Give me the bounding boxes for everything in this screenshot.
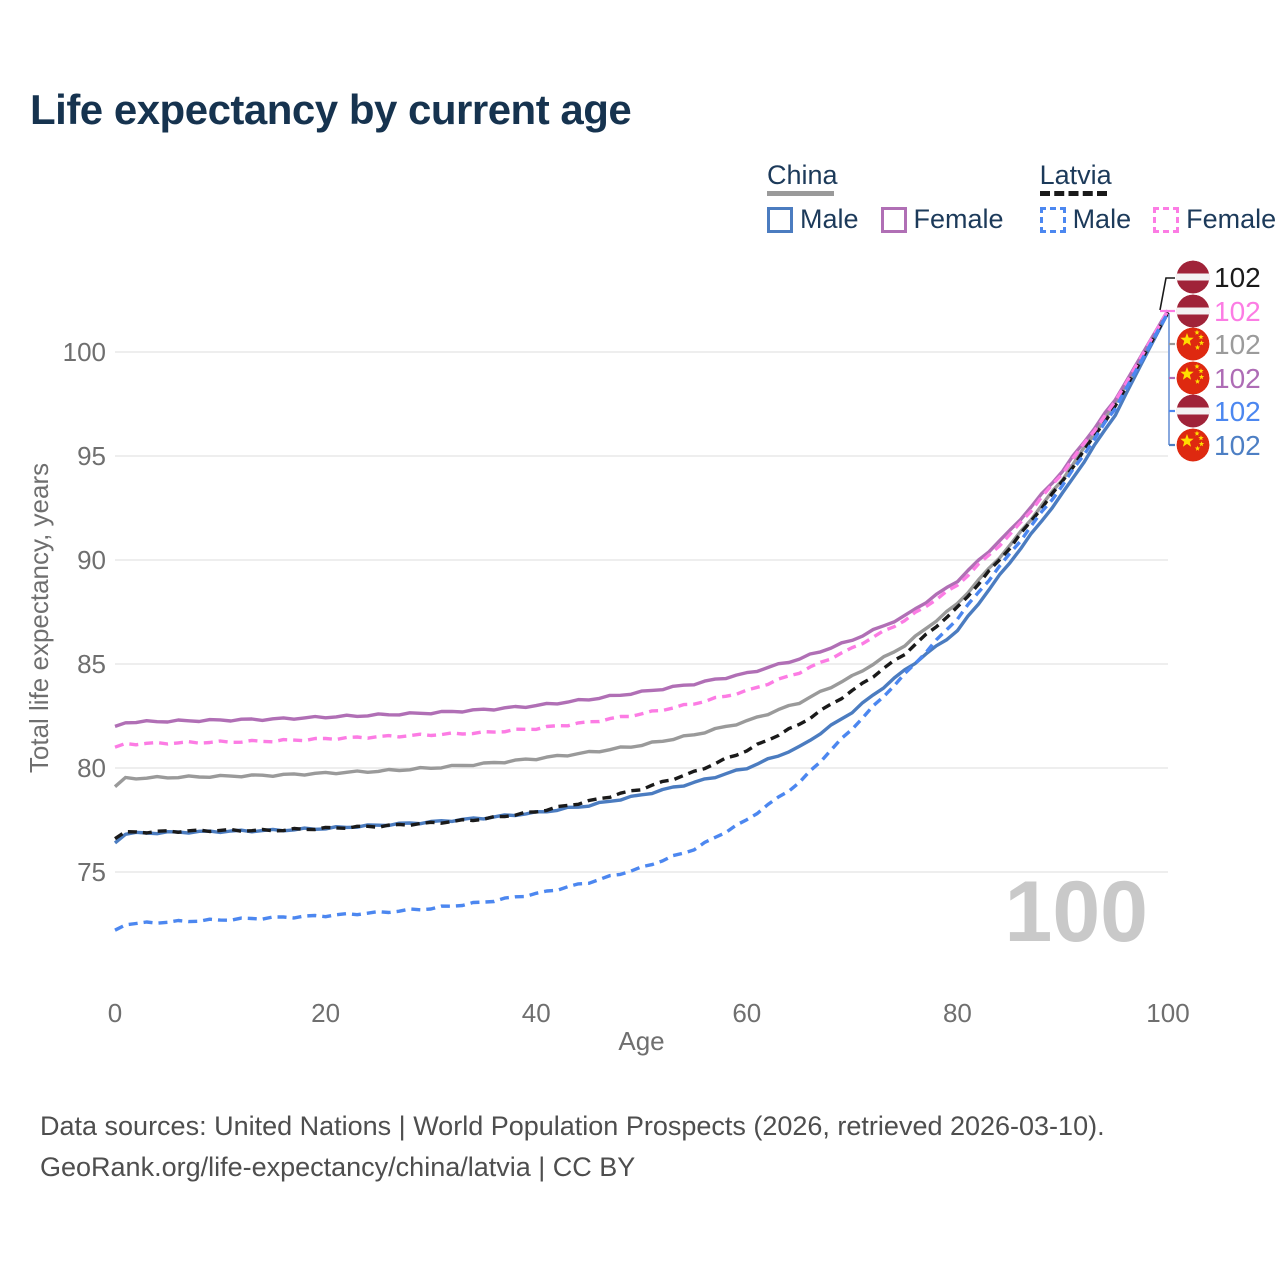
series-line-latvia[interactable] <box>114 311 1170 841</box>
y-tick-label: 95 <box>77 441 106 471</box>
x-tick-label: 100 <box>1146 998 1189 1028</box>
x-tick-label: 80 <box>943 998 972 1028</box>
legend-item-china-male[interactable]: Male <box>767 204 859 235</box>
series-end-label: 102 <box>1214 296 1261 327</box>
page-title: Life expectancy by current age <box>30 86 632 133</box>
y-tick-label: 80 <box>77 753 106 783</box>
flag-icon-latvia <box>1176 260 1210 294</box>
legend-item-latvia-male[interactable]: Male <box>1039 204 1132 235</box>
flag-icon-china <box>1176 361 1210 395</box>
series-line-latvia-male[interactable] <box>114 311 1170 932</box>
x-axis-title: Age <box>618 1026 664 1056</box>
series-end-label: 102 <box>1214 396 1261 427</box>
series-swatch-icon <box>880 206 907 233</box>
series-line-latvia-female[interactable] <box>114 309 1170 749</box>
series-end-label: 102 <box>1214 262 1261 293</box>
legend-group-latvia: Latvia Male Female <box>1039 160 1276 235</box>
x-tick-label: 0 <box>108 998 122 1028</box>
flag-icon-latvia <box>1176 294 1210 328</box>
series-end-label: 102 <box>1214 329 1261 360</box>
series-end-label: 102 <box>1214 363 1261 394</box>
series-line-china[interactable] <box>113 311 1170 788</box>
legend-item-china-female[interactable]: Female <box>880 204 1004 235</box>
y-axis-title: Total life expectancy, years <box>24 463 54 773</box>
series-line-china-female[interactable] <box>114 309 1170 729</box>
legend-item-label: Male <box>1072 204 1132 234</box>
y-tick-label: 75 <box>77 857 106 887</box>
legend-item-latvia-female[interactable]: Female <box>1153 204 1276 235</box>
y-tick-label: 85 <box>77 649 106 679</box>
legend-item-label: Male <box>800 204 859 234</box>
current-age-indicator: 100 <box>1005 864 1149 960</box>
series-end-label: 102 <box>1214 430 1261 461</box>
y-tick-label: 90 <box>77 545 106 575</box>
series-line-swatch-china <box>767 191 834 196</box>
legend-group-title: China <box>767 160 838 190</box>
x-tick-label: 60 <box>732 998 761 1028</box>
series-swatch-icon <box>1039 206 1066 233</box>
attribution-line: GeoRank.org/life-expectancy/china/latvia… <box>40 1152 636 1182</box>
series-line-swatch-latvia <box>1039 191 1107 196</box>
series-swatch-icon <box>767 206 793 233</box>
x-tick-label: 20 <box>311 998 340 1028</box>
flag-icon-china <box>1176 327 1210 361</box>
legend-item-label: Female <box>1186 204 1277 234</box>
flag-icon-latvia <box>1176 394 1210 428</box>
y-tick-label: 100 <box>63 337 106 367</box>
flag-icon-china <box>1176 428 1210 462</box>
legend-group-china: China Male Female <box>767 160 1004 235</box>
x-tick-label: 40 <box>522 998 551 1028</box>
legend: China Male Female Latvia Male <box>767 160 1276 235</box>
leader-line <box>1159 277 1175 311</box>
footer: Data sources: United Nations | World Pop… <box>40 1106 1105 1188</box>
legend-group-title: Latvia <box>1039 160 1112 190</box>
series-swatch-icon <box>1153 206 1180 233</box>
data-sources-line: Data sources: United Nations | World Pop… <box>40 1111 1105 1141</box>
legend-item-label: Female <box>913 204 1004 234</box>
series-line-china-male[interactable] <box>113 311 1170 845</box>
